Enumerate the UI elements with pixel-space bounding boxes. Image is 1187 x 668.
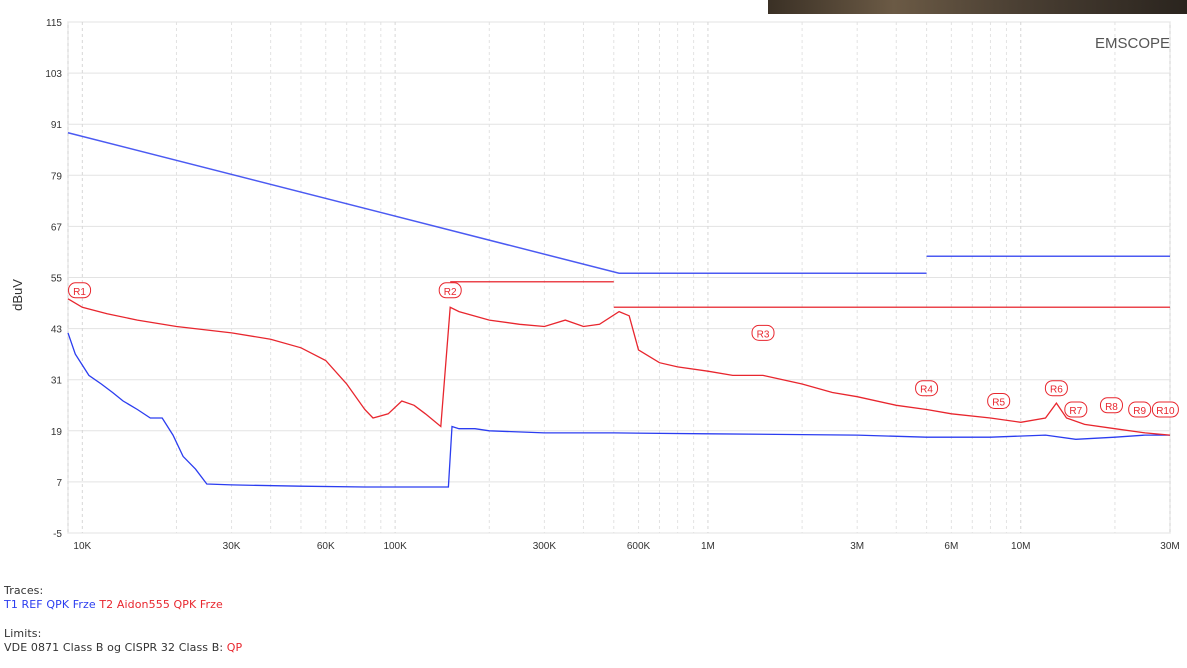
peak-marker: R7: [1064, 401, 1088, 418]
y-tick-label: 67: [51, 222, 63, 233]
limit-line: [67, 131, 927, 274]
x-tick-label: 1M: [701, 541, 715, 552]
marker-label: R7: [1069, 406, 1082, 417]
x-tick-label: 300K: [533, 541, 557, 552]
y-tick-label: 115: [46, 18, 62, 29]
marker-label: R6: [1050, 385, 1063, 396]
marker-label: R5: [992, 398, 1005, 409]
marker-badge: [1044, 380, 1068, 397]
peak-marker: R6: [1044, 380, 1068, 397]
emscope-watermark: EMSCOPE: [1095, 35, 1170, 52]
peak-marker: R2: [438, 282, 462, 299]
marker-label: R3: [757, 329, 770, 340]
trace-lines: [67, 298, 1171, 488]
peak-marker: R8: [1099, 397, 1123, 414]
x-tick-label: 60K: [317, 541, 335, 552]
x-tick-label: 30K: [223, 541, 241, 552]
x-tick-label: 600K: [627, 541, 651, 552]
emission-chart: R1 R2 R3 R4 R5 R6 R7 R8 R9 R10 -5 7 19 31 43 55 67 79 91 1…: [10, 18, 1180, 560]
chart-grid: [67, 21, 1171, 534]
marker-label: R1: [73, 287, 86, 298]
marker-badge: [438, 282, 462, 299]
limits-title: Limits:: [4, 627, 42, 640]
peak-marker: R5: [987, 393, 1011, 410]
y-tick-label: 43: [51, 325, 63, 336]
legend-trace2: T2 Aidon555 QPK Frze: [99, 598, 223, 611]
marker-badge: [1128, 401, 1152, 418]
x-tick-label: 100K: [383, 541, 407, 552]
corner-photo-fragment: [768, 0, 1187, 14]
y-tick-label: 19: [51, 427, 63, 438]
peak-markers: R1 R2 R3 R4 R5 R6 R7 R8 R9 R10: [68, 282, 1179, 418]
x-tick-label: 6M: [944, 541, 958, 552]
x-tick-label: 10M: [1011, 541, 1030, 552]
y-tick-label: 55: [51, 274, 63, 285]
marker-badge: [1099, 397, 1123, 414]
x-tick-label: 10K: [73, 541, 91, 552]
y-tick-label: 7: [56, 478, 62, 489]
x-tick-label: 3M: [850, 541, 864, 552]
x-tick-labels: 10K 30K 60K 100K 300K 600K 1M 3M 6M 10M 30M: [73, 541, 1179, 552]
marker-label: R8: [1105, 402, 1118, 413]
legend-trace1: T1 REF QPK Frze: [4, 598, 96, 611]
marker-badge: [1064, 401, 1088, 418]
marker-badge: [1151, 401, 1179, 418]
marker-label: R4: [920, 385, 933, 396]
peak-marker: R9: [1128, 401, 1152, 418]
limit-lines: [67, 131, 1170, 309]
peak-marker: R1: [68, 282, 92, 299]
x-tick-label: 30M: [1160, 541, 1179, 552]
y-tick-label: 31: [51, 376, 63, 387]
marker-badge: [987, 393, 1011, 410]
peak-marker: R4: [915, 380, 939, 397]
peak-marker: R3: [751, 324, 775, 341]
marker-badge: [915, 380, 939, 397]
y-tick-label: 91: [51, 120, 63, 131]
y-tick-label: 103: [45, 69, 62, 80]
y-tick-label: -5: [53, 529, 62, 540]
traces-legend: T1 REF QPK Frze T2 Aidon555 QPK Frze: [4, 598, 223, 611]
marker-label: R2: [444, 287, 457, 298]
y-tick-labels: -5 7 19 31 43 55 67 79 91 103 115: [45, 18, 62, 540]
marker-label: R10: [1156, 406, 1175, 417]
legend-limit-detector: QP: [226, 641, 243, 654]
legend-limit-name: VDE 0871 Class B og CISPR 32 Class B:: [4, 641, 224, 654]
marker-badge: [751, 324, 775, 341]
marker-badge: [68, 282, 92, 299]
series-line: [67, 332, 1170, 488]
series-line: [67, 298, 1171, 436]
peak-marker: R10: [1151, 401, 1179, 418]
x-axis-label: Hz: [581, 557, 598, 560]
marker-label: R9: [1133, 406, 1146, 417]
limits-legend: VDE 0871 Class B og CISPR 32 Class B: QP: [4, 641, 242, 654]
y-tick-label: 79: [51, 171, 63, 182]
traces-title: Traces:: [4, 584, 44, 597]
y-axis-label: dBuV: [10, 279, 25, 311]
